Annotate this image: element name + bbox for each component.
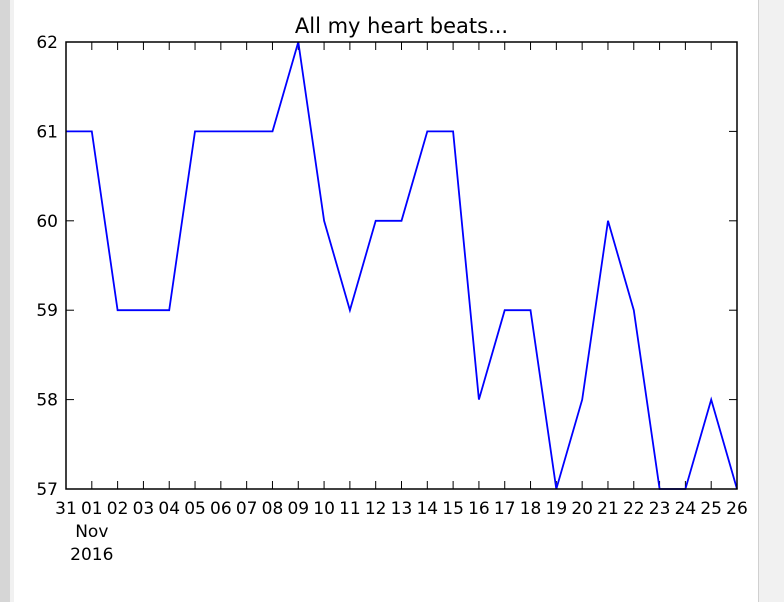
x-tick-label: 26 [726, 499, 748, 519]
x-tick-label: 21 [597, 499, 619, 519]
x-tick-label: 17 [494, 499, 516, 519]
y-tick-label: 59 [36, 301, 58, 321]
x-tick-label: 22 [623, 499, 645, 519]
x-tick-label: 02 [107, 499, 129, 519]
x-tick-label: 11 [339, 499, 361, 519]
x-tick-label: 08 [262, 499, 284, 519]
x-tick-label: 09 [287, 499, 309, 519]
y-tick-label: 57 [36, 480, 58, 500]
x-tick-label: 24 [675, 499, 697, 519]
y-tick-label: 61 [36, 122, 58, 142]
x-tick-label: 16 [468, 499, 490, 519]
series-line [66, 41, 738, 490]
x-tick-label: 04 [158, 499, 180, 519]
y-tick-label: 62 [36, 33, 58, 53]
x-tick-label: 18 [520, 499, 542, 519]
x-tick-label: 06 [210, 499, 232, 519]
x-tick-label: 12 [365, 499, 387, 519]
x-tick-label: 03 [133, 499, 155, 519]
x-tick-label: 13 [391, 499, 413, 519]
y-tick-label: 58 [36, 391, 58, 411]
x-tick-label: 14 [416, 499, 438, 519]
x-tick-label: 25 [700, 499, 722, 519]
x-tick-label: 05 [184, 499, 206, 519]
x-sublabel: Nov [75, 522, 108, 542]
x-tick-label: 20 [571, 499, 593, 519]
y-axis: 57 58 59 60 61 62 [36, 33, 737, 500]
x-tick-label: 23 [649, 499, 671, 519]
plot-frame [65, 41, 738, 490]
y-tick-label: 60 [36, 212, 58, 232]
x-tick-label: 15 [442, 499, 464, 519]
window-frame-right [758, 0, 784, 602]
x-tick-label: 07 [236, 499, 258, 519]
x-sublabel: 2016 [70, 545, 113, 565]
x-tick-label: 19 [546, 499, 568, 519]
x-tick-label: 10 [313, 499, 335, 519]
x-axis-sublabels: Nov 2016 [70, 522, 113, 565]
x-axis: 31 01 02 03 04 05 06 07 08 09 10 11 12 13 14 15 16 17 18 19… [55, 42, 748, 519]
window-frame-left-inner [10, 0, 14, 602]
chart-title: All my heart beats... [295, 14, 508, 38]
x-tick-label: 01 [81, 499, 103, 519]
x-tick-label: 31 [55, 499, 77, 519]
